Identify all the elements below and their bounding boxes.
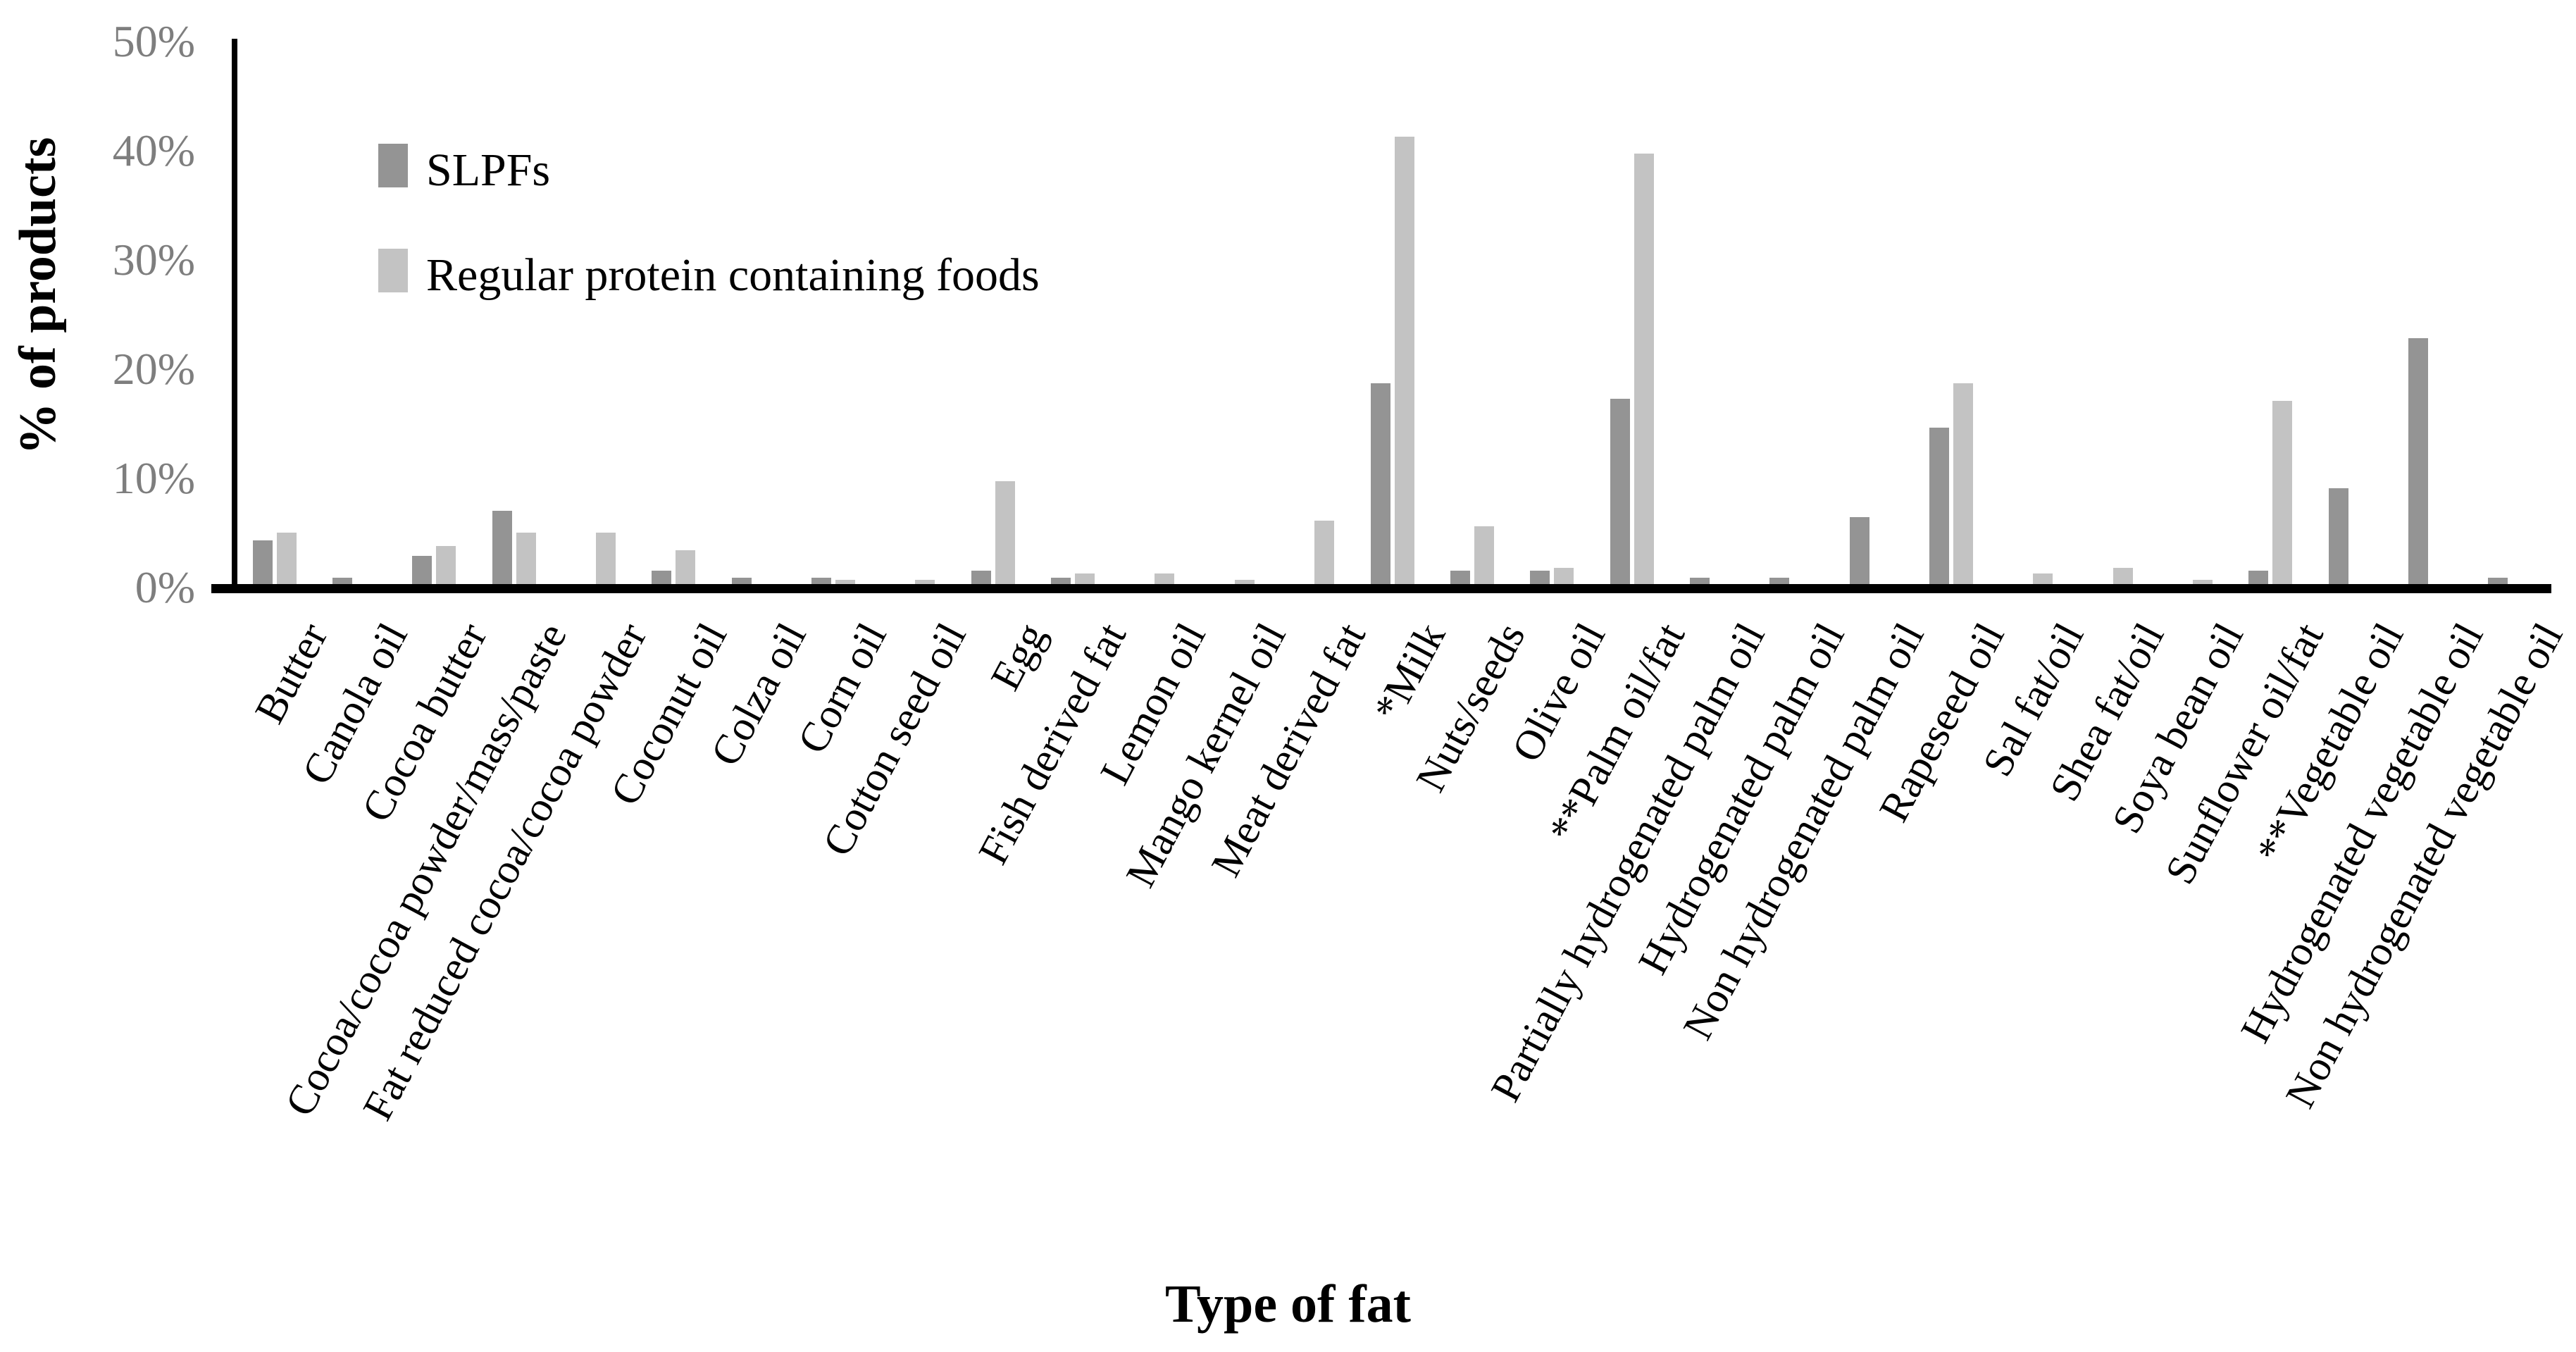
bar-slpfs [731, 577, 752, 584]
legend-label: SLPFs [426, 144, 551, 196]
bar-regular-foods [1314, 521, 1335, 584]
bar-slpfs [1530, 571, 1550, 584]
bar-regular-foods [995, 481, 1015, 584]
bar-slpfs [412, 555, 433, 584]
bar-slpfs [1689, 577, 1710, 584]
x-axis-category-label: Egg [981, 615, 1055, 697]
bar-regular-foods [516, 533, 536, 584]
bar-regular-foods [276, 533, 297, 584]
bar-slpfs [1370, 383, 1390, 584]
bar-regular-foods [596, 533, 616, 584]
y-axis-tick-label: 50% [112, 16, 195, 66]
bar-slpfs [652, 571, 672, 584]
bar-regular-foods [1634, 154, 1654, 584]
bar-slpfs [811, 577, 832, 584]
bar-slpfs [1929, 428, 1949, 584]
bar-slpfs [2248, 571, 2269, 584]
bar-slpfs [2488, 577, 2508, 584]
light-gray-square-swatch [378, 249, 408, 293]
bar-slpfs [971, 571, 991, 584]
y-axis-line [232, 39, 237, 593]
bar-regular-foods [436, 545, 456, 584]
bar-regular-foods [2113, 567, 2133, 584]
dark-gray-square-swatch [378, 144, 408, 187]
bar-slpfs [2408, 338, 2428, 584]
x-axis-category-label: *Milk [1364, 615, 1455, 729]
x-axis-category-label: Butter [245, 615, 337, 731]
bar-regular-foods [835, 579, 856, 584]
legend-item: Regular protein containing foods [378, 243, 1040, 307]
bar-regular-foods [2272, 400, 2293, 584]
bar-regular-foods [915, 579, 935, 584]
bar-regular-foods [1554, 567, 1574, 584]
bar-regular-foods [1234, 579, 1255, 584]
bar-slpfs [2328, 488, 2348, 584]
bar-slpfs [1849, 517, 1869, 584]
x-axis-line [211, 584, 2551, 593]
bar-regular-foods [1474, 526, 1494, 584]
x-axis-title: Type of fat [1165, 1275, 1411, 1334]
bar-slpfs [252, 540, 273, 584]
y-axis-tick-label: 40% [112, 125, 195, 175]
bar-slpfs [492, 511, 512, 584]
legend-label: Regular protein containing foods [426, 249, 1040, 302]
bar-regular-foods [1155, 573, 1175, 584]
bar-slpfs [1051, 577, 1071, 584]
bar-slpfs [1769, 577, 1790, 584]
bar-regular-foods [2033, 573, 2053, 584]
bar-slpfs [1610, 398, 1630, 584]
bar-regular-foods [1075, 573, 1095, 584]
bar-regular-foods [1953, 383, 1973, 584]
y-axis-tick-label: 30% [112, 235, 195, 285]
legend-item: SLPFs [378, 138, 1040, 202]
y-axis-tick-label: 20% [112, 344, 195, 394]
bar-regular-foods [676, 550, 696, 584]
bar-slpfs [332, 577, 353, 584]
bar-regular-foods [1394, 136, 1414, 584]
y-axis-tick-label: 10% [112, 453, 195, 503]
bar-slpfs [1450, 571, 1470, 584]
chart-legend: SLPFs Regular protein containing foods [378, 138, 1040, 307]
y-axis-tick-label: 0% [135, 562, 195, 612]
bar-regular-foods [2192, 579, 2213, 584]
